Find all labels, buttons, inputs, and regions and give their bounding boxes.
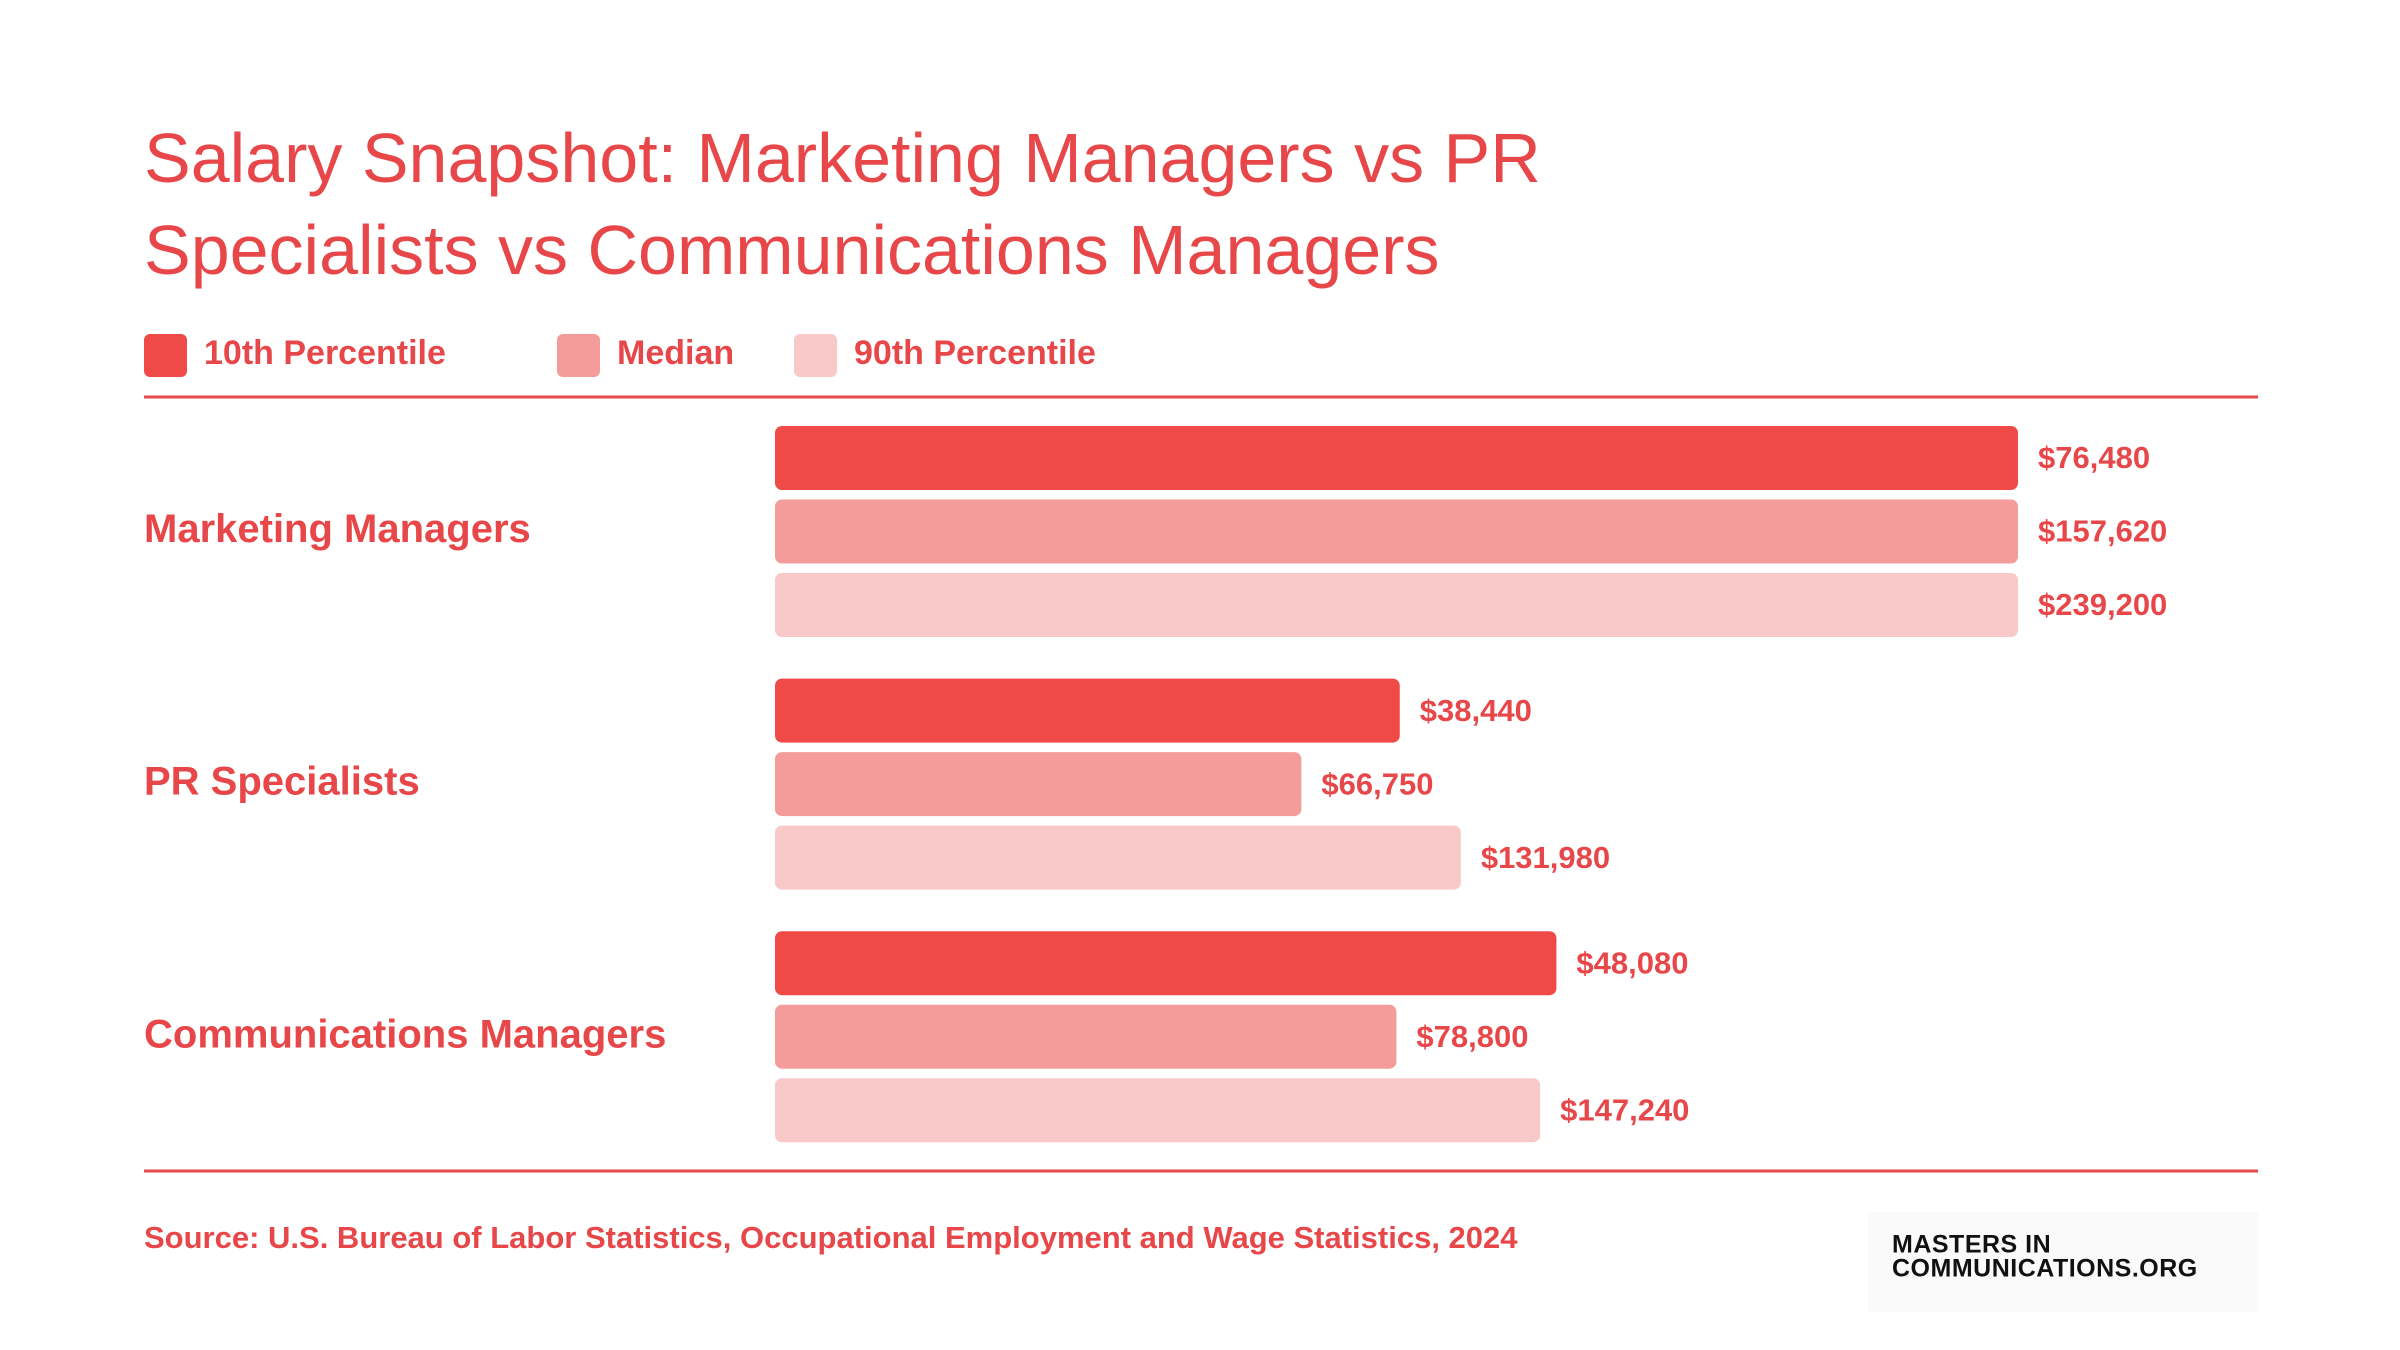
legend-label: 10th Percentile bbox=[204, 334, 446, 372]
logo-line: COMMUNICATIONS.ORG bbox=[1892, 1255, 2198, 1283]
bar bbox=[775, 1004, 1397, 1069]
category-label: PR Specialists bbox=[144, 760, 420, 804]
value-label: $66,750 bbox=[1321, 766, 1433, 801]
bar bbox=[775, 426, 2018, 490]
value-label: $131,980 bbox=[1481, 840, 1610, 875]
legend-swatch bbox=[144, 334, 187, 377]
value-label: $147,240 bbox=[1560, 1092, 1689, 1127]
category-label: Marketing Managers bbox=[144, 507, 531, 551]
bar bbox=[775, 825, 1461, 890]
value-label: $157,620 bbox=[2038, 514, 2167, 549]
legend-swatch bbox=[794, 334, 837, 377]
logo-line: MASTERS IN bbox=[1892, 1231, 2051, 1259]
chart-title: Salary Snapshot: Marketing Managers vs P… bbox=[144, 119, 1541, 289]
bar bbox=[775, 678, 1400, 743]
value-label: $239,200 bbox=[2038, 587, 2167, 622]
legend-swatch bbox=[557, 334, 600, 377]
legend-label: 90th Percentile bbox=[854, 334, 1096, 372]
value-label: $48,080 bbox=[1576, 945, 1688, 980]
value-label: $76,480 bbox=[2038, 440, 2150, 475]
bar bbox=[775, 752, 1302, 817]
logo-box bbox=[1868, 1212, 2258, 1312]
value-label: $78,800 bbox=[1416, 1019, 1528, 1054]
value-label: $38,440 bbox=[1420, 693, 1532, 728]
bar bbox=[775, 1078, 1541, 1143]
bar bbox=[775, 573, 2018, 637]
legend-label: Median bbox=[617, 334, 734, 372]
bar bbox=[775, 931, 1557, 996]
source-note: Source: U.S. Bureau of Labor Statistics,… bbox=[144, 1220, 1518, 1255]
category-label: Communications Managers bbox=[144, 1012, 666, 1056]
bar bbox=[775, 499, 2018, 564]
